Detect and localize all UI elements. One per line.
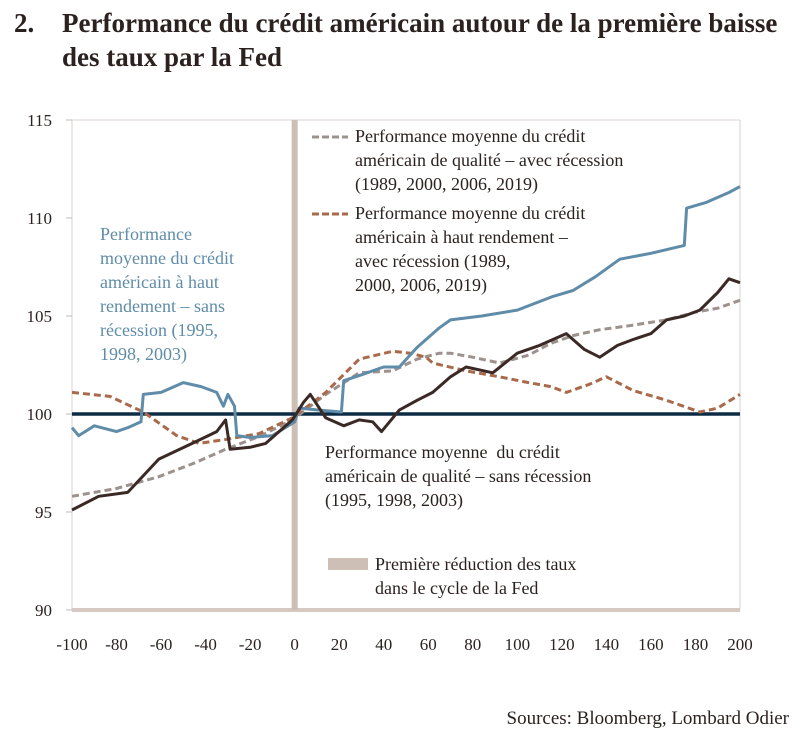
- y-tick-label: 110: [27, 209, 52, 228]
- sources-note: Sources: Bloomberg, Lombard Odier: [506, 708, 790, 729]
- series-hy_recession: [71, 349, 741, 445]
- annotation-line: 1998, 2003): [100, 344, 187, 364]
- legend-line: 2000, 2006, 2019): [355, 275, 487, 295]
- annotation-line: moyenne du crédit: [100, 248, 234, 268]
- x-tick-label: 60: [420, 635, 437, 654]
- annotation-ig-no-recession: Performance moyenne du crédit américain …: [325, 440, 591, 512]
- x-tick-label: -20: [239, 635, 262, 654]
- legend-line: américain de qualité – avec récession: [355, 150, 624, 170]
- x-tick-label: -80: [105, 635, 128, 654]
- y-tick-label: 90: [35, 601, 52, 620]
- legend-line: Performance moyenne du crédit: [355, 203, 586, 223]
- annotation-line: (1995, 1998, 2003): [325, 490, 463, 510]
- annotation-line: américain à haut: [100, 272, 219, 292]
- annotation-line: Performance: [100, 224, 192, 244]
- legend-hy-recession: Performance moyenne du crédit américain …: [355, 201, 585, 297]
- legend-rate-cut: Première réduction des taux dans le cycl…: [375, 552, 576, 600]
- y-tick-label: 95: [35, 503, 52, 522]
- x-tick-label: 0: [290, 635, 299, 654]
- legend-line: américain à haut rendement –: [355, 227, 568, 247]
- x-tick-label: 200: [727, 635, 753, 654]
- x-tick-label: 40: [375, 635, 392, 654]
- x-tick-label: 80: [464, 635, 481, 654]
- legend-line: (1989, 2000, 2006, 2019): [355, 174, 538, 194]
- annotation-line: récession (1995,: [100, 320, 218, 340]
- x-tick-label: 100: [505, 635, 531, 654]
- x-tick-label: 120: [549, 635, 575, 654]
- x-tick-label: 140: [594, 635, 620, 654]
- annotation-line: américain de qualité – sans récession: [325, 466, 592, 486]
- chart-title-text: Performance du crédit américain autour d…: [62, 8, 778, 72]
- y-tick-label: 100: [27, 405, 53, 424]
- x-tick-label: 160: [638, 635, 664, 654]
- legend-line: dans le cycle de la Fed: [375, 578, 539, 598]
- y-tick-label: 115: [27, 111, 52, 130]
- annotation-line: rendement – sans: [100, 296, 225, 316]
- annotation-line: Performance moyenne du crédit: [325, 442, 560, 462]
- x-tick-label: -40: [194, 635, 217, 654]
- x-tick-label: 20: [331, 635, 348, 654]
- x-tick-label: -60: [150, 635, 173, 654]
- series-hy_no_recession: [70, 185, 741, 439]
- series-ig_recession: [71, 298, 741, 498]
- y-tick-label: 105: [27, 307, 53, 326]
- legend-ig-recession: Performance moyenne du crédit américain …: [355, 124, 623, 196]
- legend-line: Première réduction des taux: [375, 554, 577, 574]
- legend-swatch-rate-cut: [328, 558, 368, 570]
- legend-line: Performance moyenne du crédit: [355, 126, 586, 146]
- annotation-hy-no-recession: Performance moyenne du crédit américain …: [100, 222, 234, 366]
- rate-cut-bar: [291, 120, 298, 610]
- chart-number: 2.: [14, 8, 35, 38]
- series-ig_no_recession: [71, 277, 741, 512]
- x-tick-label: 180: [683, 635, 709, 654]
- x-tick-label: -100: [56, 635, 87, 654]
- legend-line: avec récession (1989,: [355, 251, 511, 271]
